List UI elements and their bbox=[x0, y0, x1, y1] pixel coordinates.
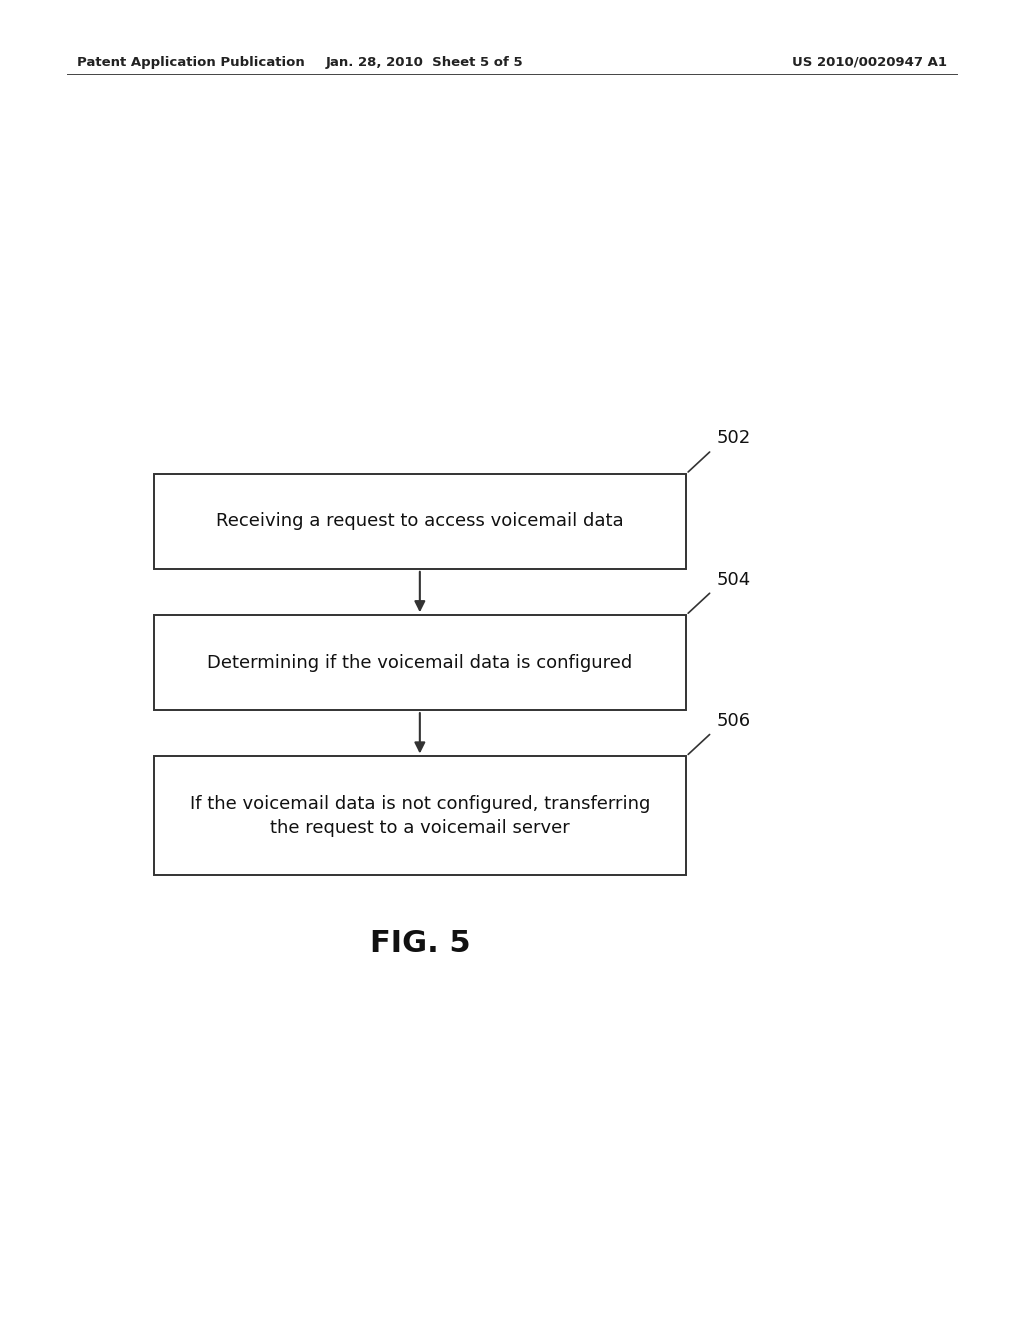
Text: Receiving a request to access voicemail data: Receiving a request to access voicemail … bbox=[216, 512, 624, 531]
Text: If the voicemail data is not configured, transferring
the request to a voicemail: If the voicemail data is not configured,… bbox=[189, 795, 650, 837]
Text: Determining if the voicemail data is configured: Determining if the voicemail data is con… bbox=[207, 653, 633, 672]
Text: FIG. 5: FIG. 5 bbox=[370, 929, 470, 958]
Text: Patent Application Publication: Patent Application Publication bbox=[77, 55, 304, 69]
Text: US 2010/0020947 A1: US 2010/0020947 A1 bbox=[793, 55, 947, 69]
Text: Jan. 28, 2010  Sheet 5 of 5: Jan. 28, 2010 Sheet 5 of 5 bbox=[327, 55, 523, 69]
Bar bbox=[154, 474, 686, 569]
Bar bbox=[154, 615, 686, 710]
Text: 506: 506 bbox=[717, 711, 751, 730]
Bar bbox=[154, 756, 686, 875]
Text: 504: 504 bbox=[717, 570, 751, 589]
Text: 502: 502 bbox=[717, 429, 751, 447]
